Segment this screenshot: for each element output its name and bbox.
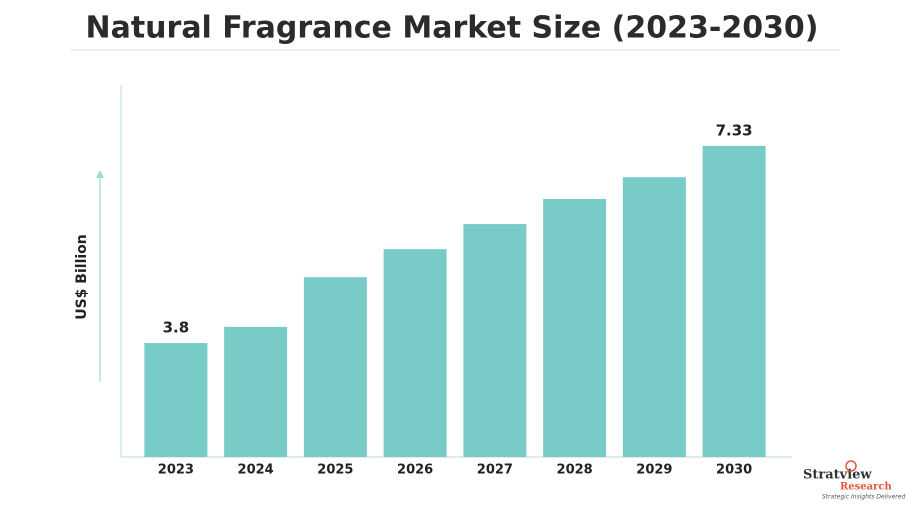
x-tick-label: 2027 — [477, 463, 513, 478]
logo-name: Stratview — [803, 468, 872, 483]
logo: Stratview Research Strategic Insights De… — [803, 460, 905, 501]
x-tick-label: 2026 — [397, 463, 433, 478]
x-tick-label: 2029 — [636, 463, 672, 478]
bar — [622, 177, 686, 457]
value-label: 7.33 — [716, 121, 753, 139]
value-label: 3.8 — [163, 319, 190, 337]
x-tick-label: 2025 — [317, 463, 353, 478]
x-tick-label: 2028 — [557, 463, 593, 478]
bar — [383, 249, 447, 457]
bar — [543, 198, 607, 457]
x-tick-label: 2023 — [158, 463, 194, 478]
bar — [463, 224, 527, 457]
bar — [702, 145, 766, 458]
logo-tagline: Strategic Insights Delivered — [822, 494, 905, 501]
y-arrow-head — [96, 170, 104, 178]
logo-sub: Research — [840, 482, 893, 493]
logo-icon — [845, 460, 857, 472]
bar — [224, 326, 288, 457]
bar — [303, 277, 367, 457]
x-tick-label: 2024 — [238, 463, 274, 478]
bar — [144, 343, 208, 457]
chart-title: Natural Fragrance Market Size (2023-2030… — [85, 11, 818, 46]
y-axis-label: US$ Billion — [74, 234, 90, 320]
x-tick-label: 2030 — [716, 463, 752, 478]
